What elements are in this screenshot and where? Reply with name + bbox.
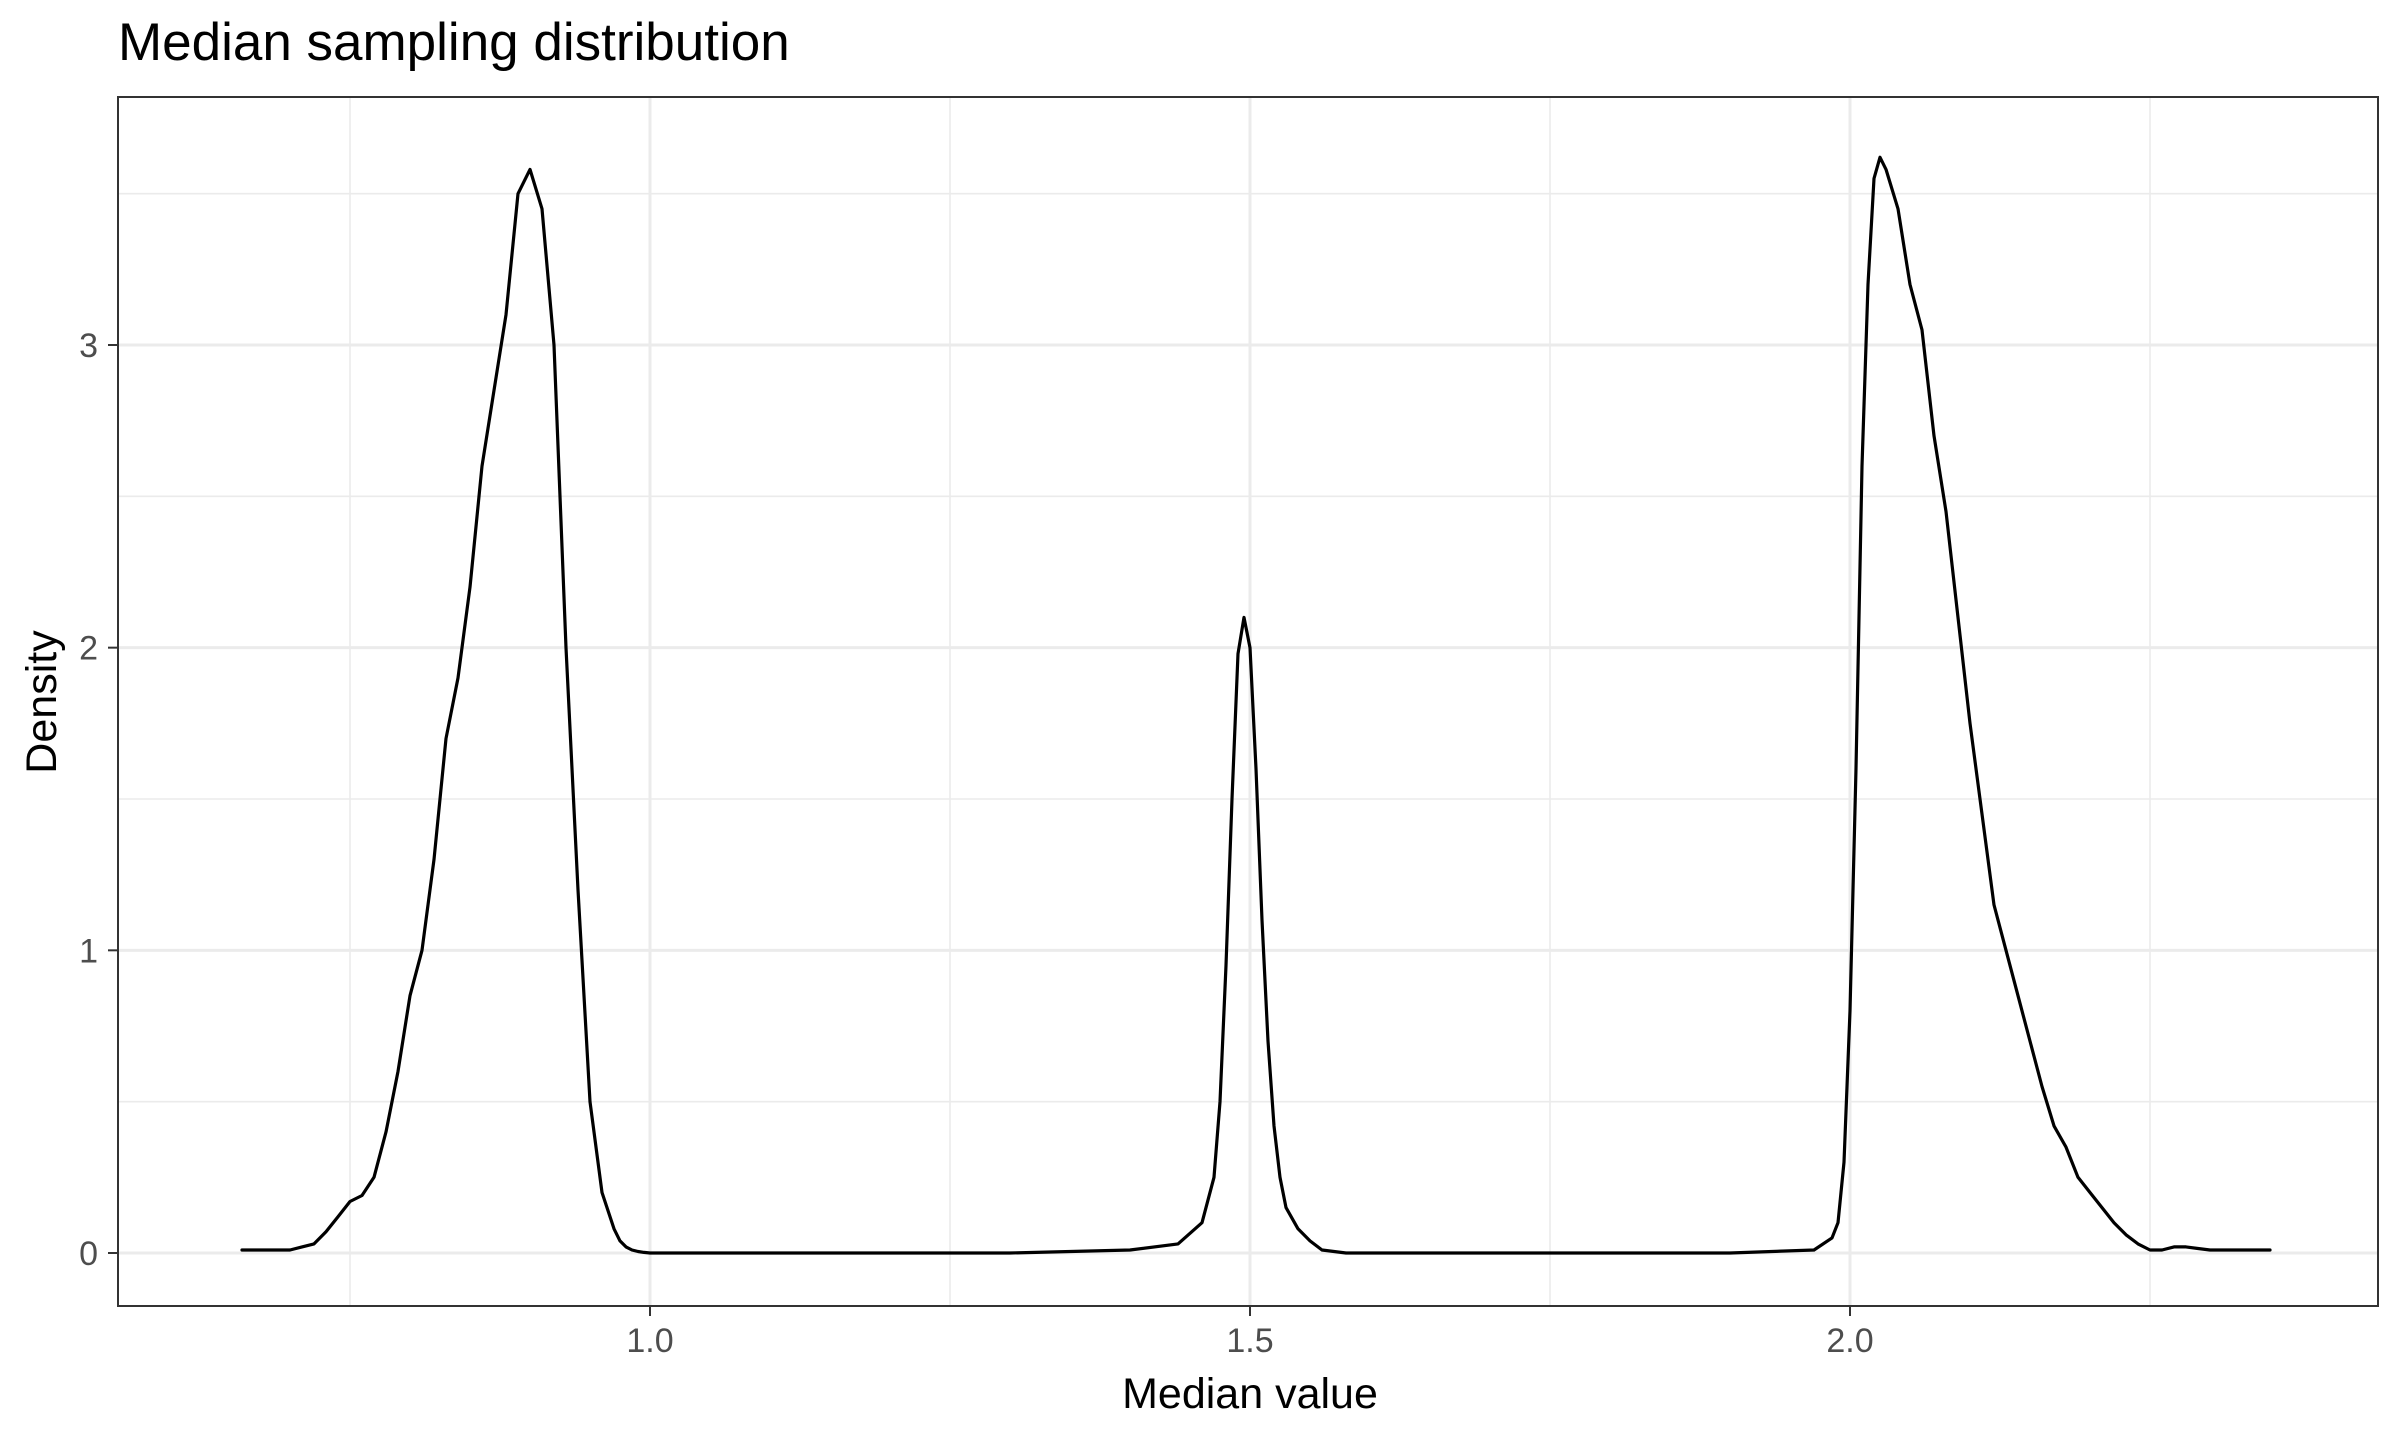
- axis-ticks: 1.0 1.5 2.0 0 1 2 3: [79, 327, 1874, 1360]
- plot-panel-border: [117, 96, 2379, 1307]
- y-tick-label: 1: [79, 932, 98, 970]
- x-tick-label: 2.0: [1826, 1322, 1873, 1360]
- chart-title: Median sampling distribution: [118, 13, 790, 72]
- y-tick-label: 2: [79, 630, 98, 668]
- density-curve: [240, 155, 2272, 1255]
- y-tick-label: 0: [79, 1235, 98, 1273]
- x-tick-label: 1.5: [1226, 1322, 1273, 1360]
- y-tick-label: 3: [79, 327, 98, 365]
- x-axis-title: Median value: [1122, 1370, 1378, 1418]
- x-tick-label: 1.0: [626, 1322, 673, 1360]
- grid-lines: [118, 97, 2378, 1306]
- y-axis-title: Density: [18, 630, 66, 774]
